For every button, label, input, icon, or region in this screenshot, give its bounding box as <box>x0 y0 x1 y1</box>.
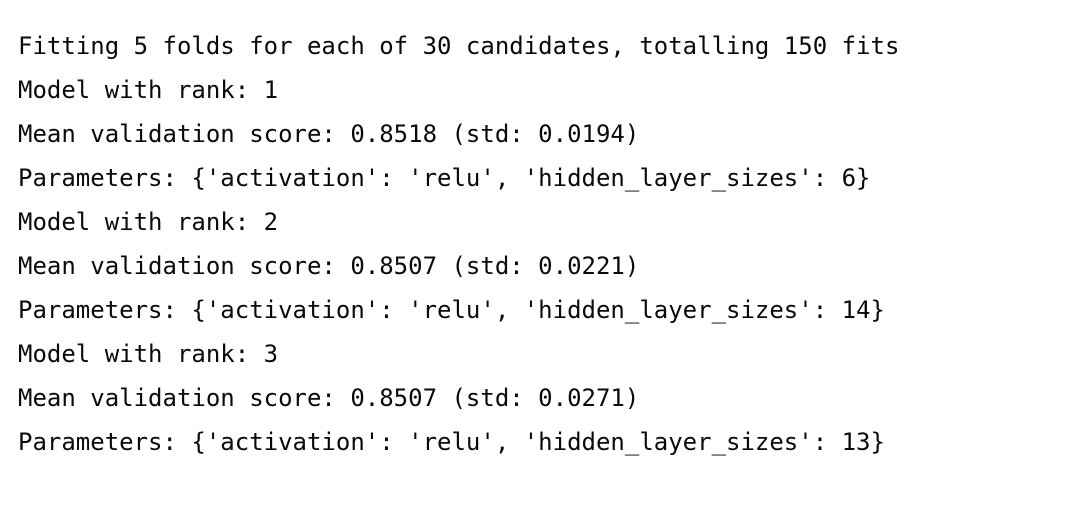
parameters-line: Parameters: {'activation': 'relu', 'hidd… <box>18 164 871 192</box>
parameters-line: Parameters: {'activation': 'relu', 'hidd… <box>18 296 885 324</box>
mean-score-line: Mean validation score: 0.8507 (std: 0.02… <box>18 252 640 280</box>
model-rank-line: Model with rank: 2 <box>18 208 279 236</box>
mean-score-line: Mean validation score: 0.8507 (std: 0.02… <box>18 384 640 412</box>
model-rank-line: Model with rank: 3 <box>18 340 279 368</box>
fit-summary-line: Fitting 5 folds for each of 30 candidate… <box>18 32 900 60</box>
console-output: Fitting 5 folds for each of 30 candidate… <box>18 24 1068 464</box>
parameters-line: Parameters: {'activation': 'relu', 'hidd… <box>18 428 885 456</box>
mean-score-line: Mean validation score: 0.8518 (std: 0.01… <box>18 120 640 148</box>
model-rank-line: Model with rank: 1 <box>18 76 279 104</box>
